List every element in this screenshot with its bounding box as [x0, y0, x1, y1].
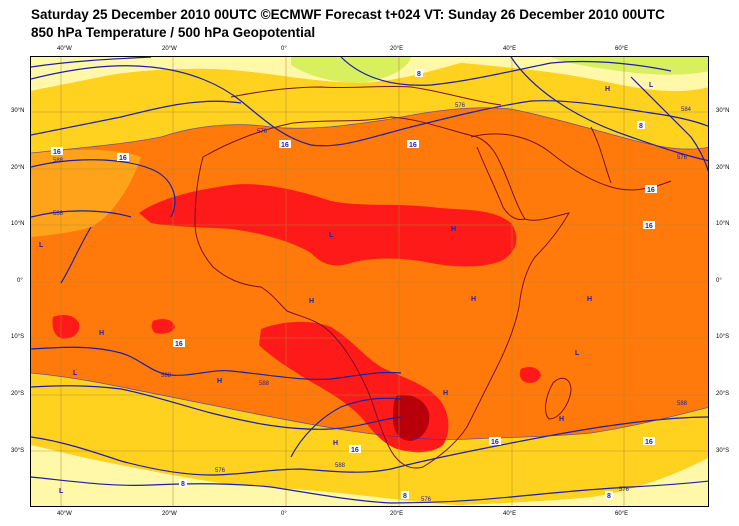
temp-label: 16	[645, 223, 653, 230]
lon-tick-top: 20°W	[162, 46, 177, 52]
geo-label: 584	[681, 107, 692, 113]
lat-tick-right: 20°N	[716, 165, 730, 171]
geo-label: 588	[335, 463, 346, 469]
high-center-label: H	[99, 330, 104, 337]
temp-label: 16	[645, 439, 653, 446]
high-center-label: H	[333, 440, 338, 447]
lat-tick-right: 10°N	[716, 221, 730, 227]
geo-label: 576	[257, 129, 268, 135]
high-center-label: H	[217, 378, 222, 385]
map-title-line-2: 850 hPa Temperature / 500 hPa Geopotenti…	[31, 25, 316, 40]
warm-patch-east	[519, 367, 541, 383]
lat-tick-right: 10°S	[716, 334, 730, 340]
lat-tick-left: 0°	[17, 278, 23, 284]
temperature-band-light-orange-northwest	[31, 149, 141, 237]
lon-tick-top: 40°W	[57, 46, 72, 52]
lat-tick-right: 30°S	[716, 448, 730, 454]
geo-label: 588	[259, 381, 270, 387]
geo-label: 576	[619, 487, 630, 493]
temp-label: 8	[607, 493, 611, 500]
high-center-label: H	[443, 390, 448, 397]
lon-tick-top: 0°	[281, 46, 287, 52]
geo-label: 588	[677, 401, 688, 407]
high-center-label: H	[605, 86, 610, 93]
temp-label: 16	[119, 155, 127, 162]
lon-tick-bottom: 20°W	[162, 511, 177, 517]
temp-label: 16	[53, 149, 61, 156]
geo-label: 576	[215, 468, 226, 474]
temp-label: 16	[409, 142, 417, 149]
geo-label: 576	[455, 103, 466, 109]
temp-label: 8	[639, 123, 643, 130]
lat-tick-left: 30°S	[11, 448, 25, 454]
warm-patch-center	[151, 319, 175, 334]
lat-tick-left: 10°S	[11, 334, 25, 340]
high-center-label: H	[451, 226, 456, 233]
lat-tick-left: 20°N	[11, 165, 25, 171]
temperature-band-yellow-north	[31, 63, 708, 153]
temp-label: 16	[175, 341, 183, 348]
geo-label: 588	[53, 158, 64, 164]
lon-tick-top: 40°E	[503, 46, 517, 52]
low-center-label: L	[575, 350, 580, 357]
lon-tick-bottom: 40°E	[503, 511, 517, 517]
temp-label: 16	[491, 439, 499, 446]
temperature-contours	[31, 107, 708, 440]
lon-tick-top: 20°E	[390, 46, 404, 52]
high-center-label: H	[309, 298, 314, 305]
contour-labels: 16 16 16 16 16 16 16 16 16 16 8 8 8 8 8	[51, 69, 657, 500]
geopotential-labels: 576 576 584 576 588 588 588 588 588 576 …	[53, 103, 692, 503]
low-center-label: L	[329, 232, 334, 239]
geo-label: 588	[161, 373, 172, 379]
high-center-label: H	[559, 416, 564, 423]
low-center-label: L	[39, 242, 44, 249]
lon-tick-top: 60°E	[615, 46, 629, 52]
temp-label: 16	[647, 187, 655, 194]
weather-map: 16 16 16 16 16 16 16 16 16 16 8 8 8 8 8 …	[31, 57, 708, 506]
lon-tick-bottom: 60°E	[615, 511, 629, 517]
temp-label: 8	[181, 481, 185, 488]
temp-label: 8	[403, 493, 407, 500]
temp-label: 16	[351, 447, 359, 454]
map-title-line-1: Saturday 25 December 2010 00UTC ©ECMWF F…	[31, 7, 665, 22]
high-center-label: H	[471, 296, 476, 303]
geo-label: 576	[677, 155, 688, 161]
warm-core-dark	[393, 394, 430, 441]
lat-tick-left: 30°N	[11, 108, 25, 114]
lat-tick-left: 10°N	[11, 221, 25, 227]
warm-patch-west	[52, 315, 80, 339]
temp-label: 16	[281, 142, 289, 149]
lat-tick-right: 20°S	[716, 391, 730, 397]
high-center-label: H	[587, 296, 592, 303]
temperature-band-yellow-south	[31, 373, 708, 505]
lat-tick-right: 30°N	[716, 108, 730, 114]
lon-tick-bottom: 20°E	[390, 511, 404, 517]
lon-tick-bottom: 40°W	[57, 511, 72, 517]
geopotential-contours	[31, 57, 708, 504]
temp-label: 8	[417, 71, 421, 78]
temperature-band-green-yellow	[291, 57, 411, 83]
map-panel: 16 16 16 16 16 16 16 16 16 16 8 8 8 8 8 …	[30, 56, 709, 507]
lat-tick-right: 0°	[716, 278, 722, 284]
geo-label: 588	[53, 211, 64, 217]
lon-tick-bottom: 0°	[281, 511, 287, 517]
temperature-band-pale-yellow-south	[31, 445, 708, 506]
geo-label: 576	[421, 497, 432, 503]
lat-tick-left: 20°S	[11, 391, 25, 397]
pressure-centers: L L L L L L H H H H H H H H H H	[39, 82, 654, 495]
low-center-label: L	[649, 82, 654, 89]
low-center-label: L	[59, 488, 64, 495]
coastlines	[194, 85, 672, 469]
low-center-label: L	[73, 370, 78, 377]
